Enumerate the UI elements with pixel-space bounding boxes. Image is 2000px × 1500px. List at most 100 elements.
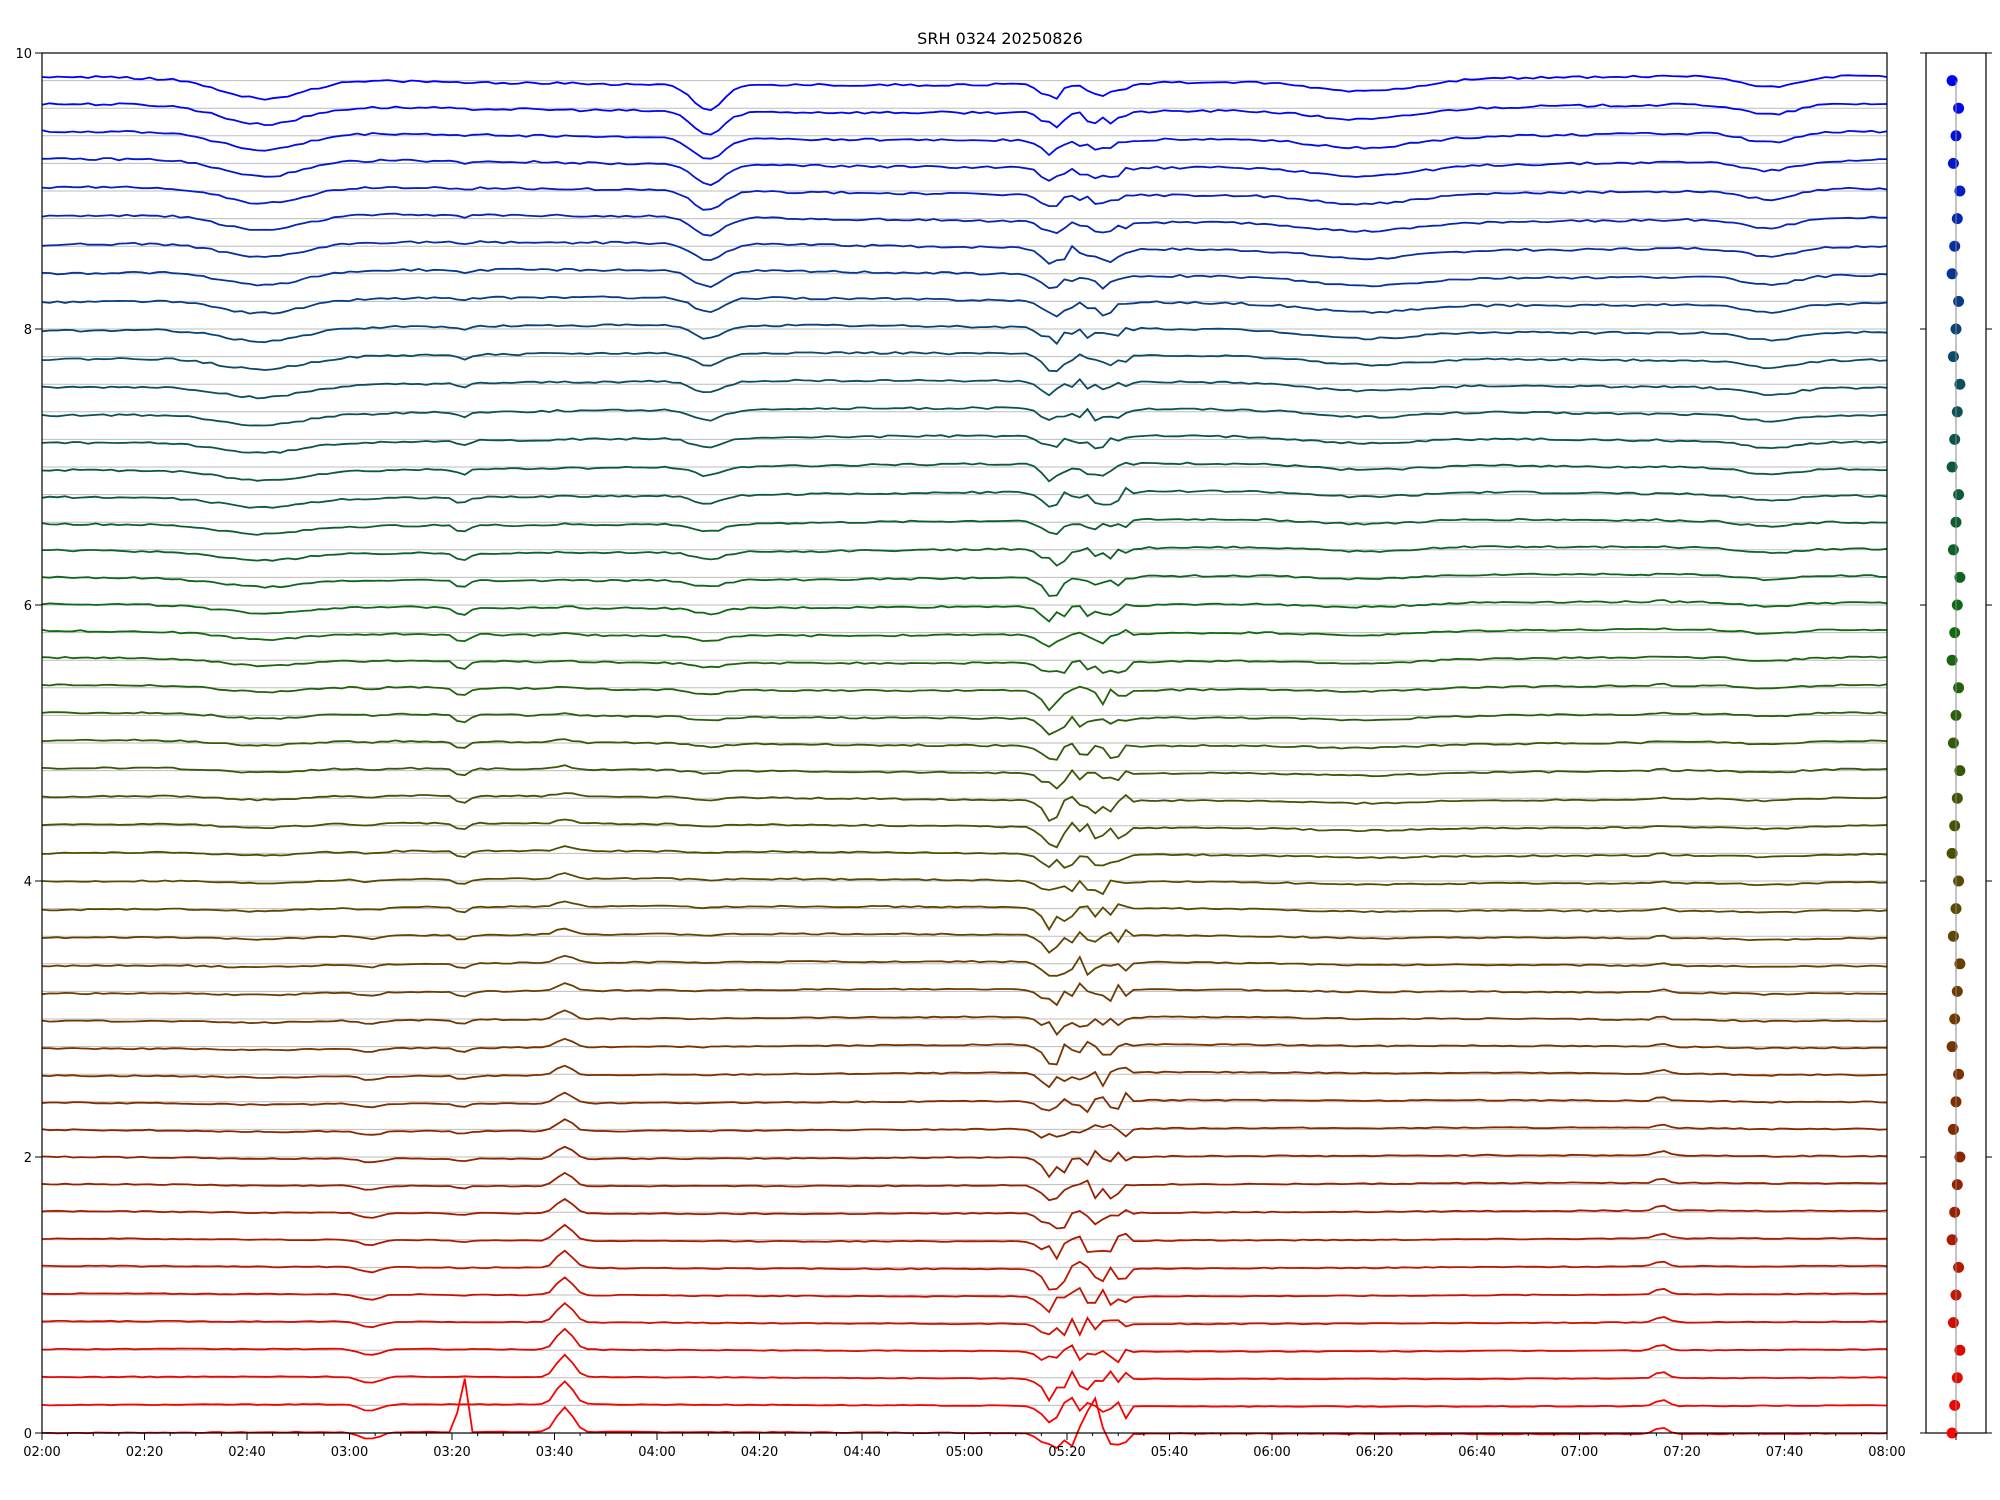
series-line xyxy=(41,377,1888,400)
series-line xyxy=(41,461,1888,483)
series-line xyxy=(41,764,1888,790)
series-line xyxy=(41,129,1888,160)
chart-title: SRH 0324 20250826 xyxy=(917,29,1083,48)
series-line xyxy=(41,351,1888,373)
legend-dot xyxy=(1953,1068,1965,1080)
legend-dot xyxy=(1953,489,1965,501)
legend-dot xyxy=(1946,654,1958,666)
legend-dot xyxy=(1954,765,1966,777)
series-line xyxy=(41,927,1887,954)
y-axis-ticks: 0 2 4 6 8 10 xyxy=(15,47,42,1442)
x-tick-label: 06:40 xyxy=(1458,1445,1495,1460)
legend-dot xyxy=(1951,985,1963,997)
legend-dot xyxy=(1953,875,1965,887)
x-tick-label: 07:20 xyxy=(1663,1445,1700,1460)
legend-dot xyxy=(1946,461,1958,473)
legend-dot xyxy=(1953,1261,1965,1273)
legend-dot xyxy=(1954,1344,1966,1356)
legend-dot xyxy=(1947,157,1959,169)
legend-dot xyxy=(1949,1399,1961,1411)
series-line xyxy=(41,845,1888,869)
series-line xyxy=(41,1223,1888,1261)
series-line xyxy=(41,872,1888,896)
series-line xyxy=(41,818,1888,849)
legend-dot xyxy=(1954,571,1966,583)
x-tick-label: 02:20 xyxy=(126,1445,163,1460)
series-line xyxy=(41,486,1888,509)
series-line xyxy=(41,711,1888,736)
series-line xyxy=(41,954,1888,977)
x-tick-label: 03:00 xyxy=(331,1445,368,1460)
x-tick-label: 02:00 xyxy=(23,1445,60,1460)
series-line xyxy=(41,792,1888,822)
x-tick-label: 03:20 xyxy=(433,1445,470,1460)
x-tick-label: 03:40 xyxy=(536,1445,573,1460)
y-tick-label: 10 xyxy=(15,47,32,62)
x-tick-label: 05:20 xyxy=(1048,1445,1085,1460)
x-tick-label: 02:40 xyxy=(228,1445,265,1460)
legend-dot xyxy=(1949,820,1961,832)
series-line xyxy=(41,434,1888,454)
legend-dot xyxy=(1947,1123,1959,1135)
series-line xyxy=(41,655,1888,675)
y-tick-label: 8 xyxy=(24,323,32,338)
series-line xyxy=(41,1145,1888,1179)
legend-dot xyxy=(1949,627,1961,639)
legend-dot xyxy=(1951,1179,1963,1191)
x-tick-label: 05:00 xyxy=(946,1445,983,1460)
series-line xyxy=(42,545,1888,567)
x-tick-label: 06:20 xyxy=(1356,1445,1393,1460)
x-tick-label: 04:40 xyxy=(843,1445,880,1460)
series-line xyxy=(42,1037,1888,1066)
legend-dot xyxy=(1951,792,1963,804)
x-tick-label: 06:00 xyxy=(1253,1445,1290,1460)
legend-dot xyxy=(1946,847,1958,859)
series-line xyxy=(41,1249,1888,1291)
y-tick-label: 2 xyxy=(24,1151,32,1166)
legend-dot xyxy=(1946,268,1958,280)
x-axis-ticks: 02:00 02:20 02:40 03:00 03:20 03:40 04:00 04:20… xyxy=(23,1433,1906,1460)
series-line xyxy=(41,1353,1888,1403)
series-line xyxy=(41,240,1888,265)
series-line xyxy=(41,900,1888,932)
series-line xyxy=(41,1009,1888,1036)
legend-dot xyxy=(1953,682,1965,694)
series-line xyxy=(41,185,1888,211)
series-line xyxy=(41,212,1888,237)
series-line xyxy=(41,599,1888,623)
legend-dot xyxy=(1954,1151,1966,1163)
series-line xyxy=(41,627,1888,648)
legend-dot xyxy=(1946,1041,1958,1053)
legend-dot xyxy=(1947,351,1959,363)
legend-dot xyxy=(1949,240,1961,252)
legend-dot xyxy=(1949,1206,1961,1218)
series-line xyxy=(41,682,1888,712)
series-line xyxy=(41,74,1888,112)
series-line xyxy=(41,517,1887,536)
series-line xyxy=(41,102,1888,136)
x-tick-label: 08:00 xyxy=(1868,1445,1905,1460)
y-tick-label: 0 xyxy=(24,1427,32,1442)
series-line xyxy=(41,1064,1888,1089)
side-legend-dots xyxy=(1946,75,1966,1439)
legend-dot xyxy=(1947,544,1959,556)
x-tick-label: 04:00 xyxy=(638,1445,675,1460)
legend-dot xyxy=(1954,185,1966,197)
legend-dot xyxy=(1951,599,1963,611)
series-line xyxy=(41,1327,1887,1364)
series-line xyxy=(41,1171,1888,1202)
main-gridlines xyxy=(42,80,1887,1434)
y-tick-label: 4 xyxy=(24,875,32,890)
x-tick-label: 04:20 xyxy=(741,1445,778,1460)
legend-dot xyxy=(1954,958,1966,970)
series-lines xyxy=(41,74,1888,1450)
legend-dot xyxy=(1949,1013,1961,1025)
series-line xyxy=(41,157,1887,187)
legend-dot xyxy=(1947,737,1959,749)
legend-dot xyxy=(1946,75,1958,87)
series-line xyxy=(41,1276,1888,1314)
series-line xyxy=(41,1197,1888,1230)
y-tick-label: 6 xyxy=(24,599,32,614)
series-line xyxy=(41,1380,1888,1424)
